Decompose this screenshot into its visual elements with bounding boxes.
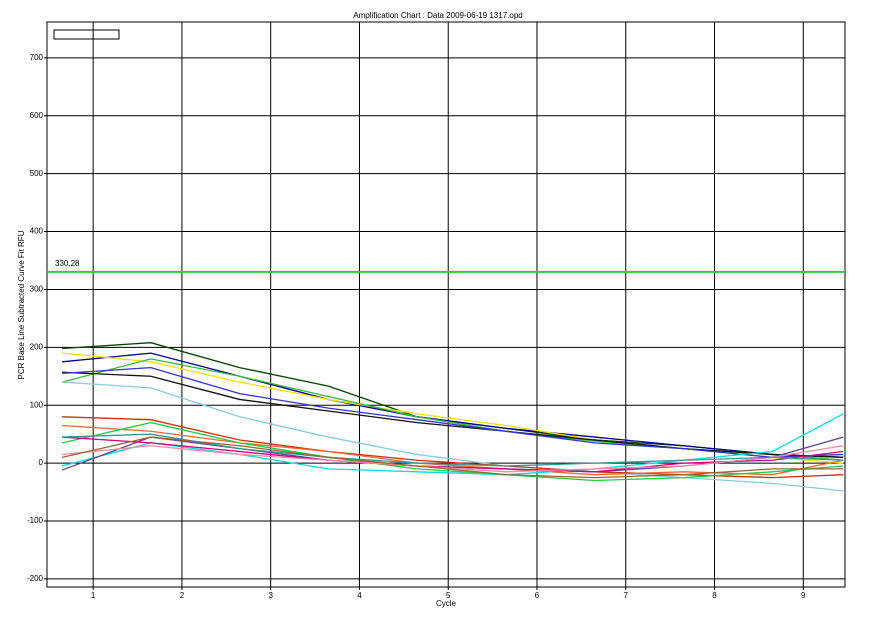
series-line [61,421,844,482]
series-line [62,352,844,458]
series-line [62,371,844,458]
x-tick-label: 5 [446,591,451,600]
x-tick-label: 6 [535,591,540,600]
x-tick-label: 7 [624,591,629,600]
series-line [61,413,844,476]
x-tick-label: 1 [91,591,96,600]
series-line [62,445,844,473]
x-tick-label: 2 [180,591,185,600]
series-line [62,424,844,476]
x-axis-label: Cycle [436,599,457,608]
x-tick-label: 9 [801,591,806,600]
y-tick-label: -200 [27,574,44,583]
y-tick-label: 100 [30,400,44,409]
legend-box [53,29,120,40]
series-line [62,416,844,479]
threshold-label: 330.28 [55,259,80,268]
y-tick-label: 300 [30,285,44,294]
series-line [62,366,844,458]
x-tick-label: 4 [357,591,362,600]
y-tick-label: 500 [30,169,44,178]
y-axis-label: PCR Base Line Subtracted Curve Fit RFU [17,230,26,379]
y-tick-label: 700 [30,53,44,62]
x-tick-label: 3 [268,591,273,600]
x-tick-label: 8 [712,591,717,600]
y-tick-label: 600 [30,111,44,120]
plot-frame [46,21,846,588]
y-tick-label: 200 [30,342,44,351]
series-line [61,436,844,479]
y-tick-label: 0 [39,458,44,467]
chart-title: Amplification Chart : Data 2009-06-19 13… [353,11,522,20]
series-line [62,381,844,492]
y-tick-label: 400 [30,227,44,236]
y-tick-label: -100 [27,516,44,525]
